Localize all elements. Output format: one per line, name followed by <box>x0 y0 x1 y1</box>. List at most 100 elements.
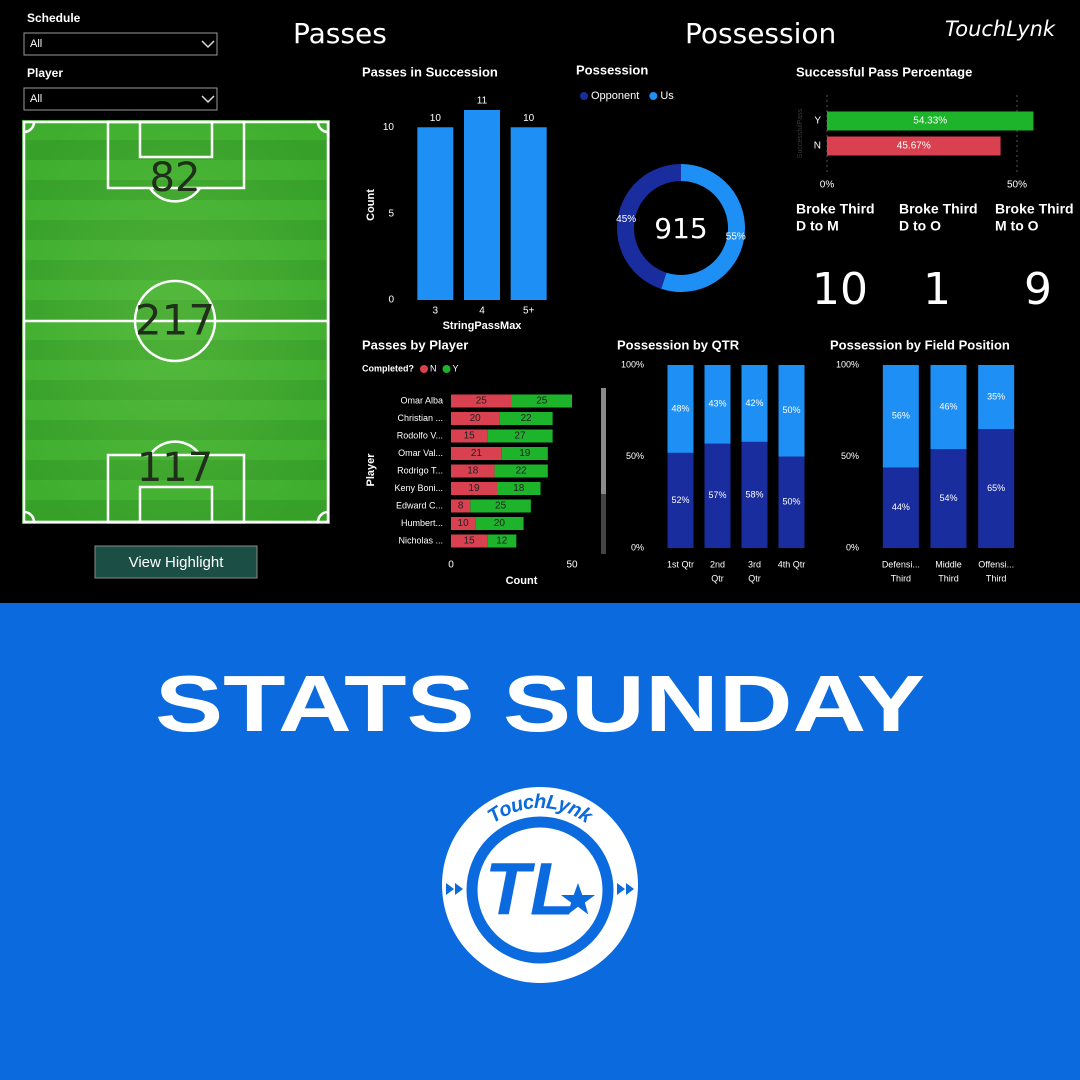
value-label: 10 <box>430 113 442 124</box>
kpi-title: Broke Third <box>796 201 875 217</box>
bar-segment <box>451 499 471 513</box>
chart-title: Passes in Succession <box>362 64 498 79</box>
chevron <box>201 40 215 49</box>
logo-mark: TL <box>485 848 575 931</box>
footer-title: STATS SUNDAY <box>155 659 925 748</box>
field-count: 82 <box>150 155 201 201</box>
x-tick-label: Qtr <box>711 573 724 583</box>
value-label: 20 <box>470 413 482 424</box>
kpi-title: Broke Third <box>995 201 1074 217</box>
legend-swatch <box>580 92 588 100</box>
kpi-subtitle: D to M <box>796 218 839 234</box>
bar-segment <box>778 365 805 457</box>
legend-label: Opponent <box>591 90 639 102</box>
bar <box>464 110 500 300</box>
bar-segment <box>499 412 553 425</box>
bar-segment <box>451 534 488 548</box>
kpi-value: 9 <box>1024 264 1052 315</box>
bar-segment <box>451 394 512 408</box>
bar-segment <box>930 365 967 450</box>
brand: TouchLynk <box>945 17 1056 41</box>
x-tick-label: Middle <box>935 559 962 569</box>
bar-segment <box>978 429 1015 548</box>
value-label: 45% <box>616 214 636 225</box>
bar-segment <box>667 365 694 453</box>
donut-segment <box>661 164 745 292</box>
bar-segment <box>511 394 572 408</box>
value-label: 55% <box>726 231 746 242</box>
section-title: Possession <box>685 17 836 50</box>
highlight-button[interactable] <box>94 545 258 579</box>
bar-segment <box>704 365 731 444</box>
bar-segment <box>470 499 531 513</box>
x-tick-label: Third <box>938 573 959 583</box>
x-tick-label: 1st Qtr <box>667 559 694 569</box>
bar-segment <box>451 464 495 478</box>
value-label: 18 <box>467 466 479 477</box>
value-label: 48% <box>671 403 689 413</box>
bar-segment <box>704 443 731 548</box>
value-label: 35% <box>987 391 1005 401</box>
filter-label: Schedule <box>27 11 81 25</box>
y-tick-label: N <box>814 141 821 152</box>
value-label: 54% <box>939 493 957 503</box>
dropdown[interactable] <box>23 32 218 56</box>
y-tick-label: Rodolfo V... <box>397 430 443 440</box>
legend-swatch <box>442 365 451 373</box>
value-label: 57% <box>708 490 726 500</box>
x-axis-label: Count <box>506 575 538 587</box>
kpi-subtitle: D to O <box>899 218 941 234</box>
x-tick-label: Third <box>891 573 912 583</box>
value-label: 8 <box>458 501 464 512</box>
x-tick-label: 3rd <box>748 559 761 569</box>
x-tick-label: 2nd <box>710 559 725 569</box>
value-label: 15 <box>464 536 476 547</box>
bar-segment <box>778 456 805 548</box>
kpi-title: Broke Third <box>899 201 978 217</box>
chart-title: Possession by Field Position <box>830 337 1010 352</box>
bar-segment <box>494 464 548 478</box>
kpi-value: 10 <box>812 264 868 315</box>
field-count: 217 <box>135 296 215 345</box>
x-tick-label: 50% <box>1007 180 1027 191</box>
value-label: 21 <box>471 448 483 459</box>
section-title: Passes <box>293 17 387 50</box>
y-tick-label: Omar Alba <box>400 395 443 405</box>
value-label: 10 <box>523 113 535 124</box>
bar-segment <box>882 467 919 548</box>
filter-label: Player <box>27 66 63 80</box>
bar-segment <box>741 441 768 548</box>
x-tick-label: 4th Qtr <box>778 559 806 569</box>
kpi-subtitle: M to O <box>995 218 1039 234</box>
value-label: 19 <box>468 483 480 494</box>
value-label: 54.33% <box>913 116 947 127</box>
legend-label: Us <box>660 90 674 102</box>
chart-title: Possession by QTR <box>617 337 740 352</box>
y-tick-label: 0% <box>631 542 644 552</box>
button-label: View Highlight <box>129 554 225 571</box>
bar-segment <box>451 517 476 530</box>
value-label: 10 <box>458 518 470 529</box>
bar-segment <box>978 365 1015 430</box>
chart-title: Possession <box>576 62 648 77</box>
legend-label: Y <box>453 363 459 373</box>
value-label: 58% <box>745 489 763 499</box>
dropdown-value: All <box>30 93 42 105</box>
y-tick-label: 5 <box>388 208 394 219</box>
x-tick-label: Defensi... <box>882 559 920 569</box>
value-label: 42% <box>745 398 763 408</box>
legend-title: Completed? <box>362 363 414 373</box>
bar <box>417 127 454 300</box>
scrollbar-thumb[interactable] <box>601 388 606 494</box>
bar-segment <box>451 412 500 425</box>
y-tick-label: 50% <box>626 451 644 461</box>
y-tick-label: Edward C... <box>396 500 443 510</box>
dropdown[interactable] <box>23 87 218 111</box>
y-tick-label: 100% <box>836 359 859 369</box>
bar <box>827 111 1034 131</box>
value-label: 27 <box>514 431 526 442</box>
x-tick-label: 50 <box>566 560 578 571</box>
legend-label: N <box>430 363 437 373</box>
bar <box>827 136 1001 156</box>
chevron <box>201 95 215 104</box>
